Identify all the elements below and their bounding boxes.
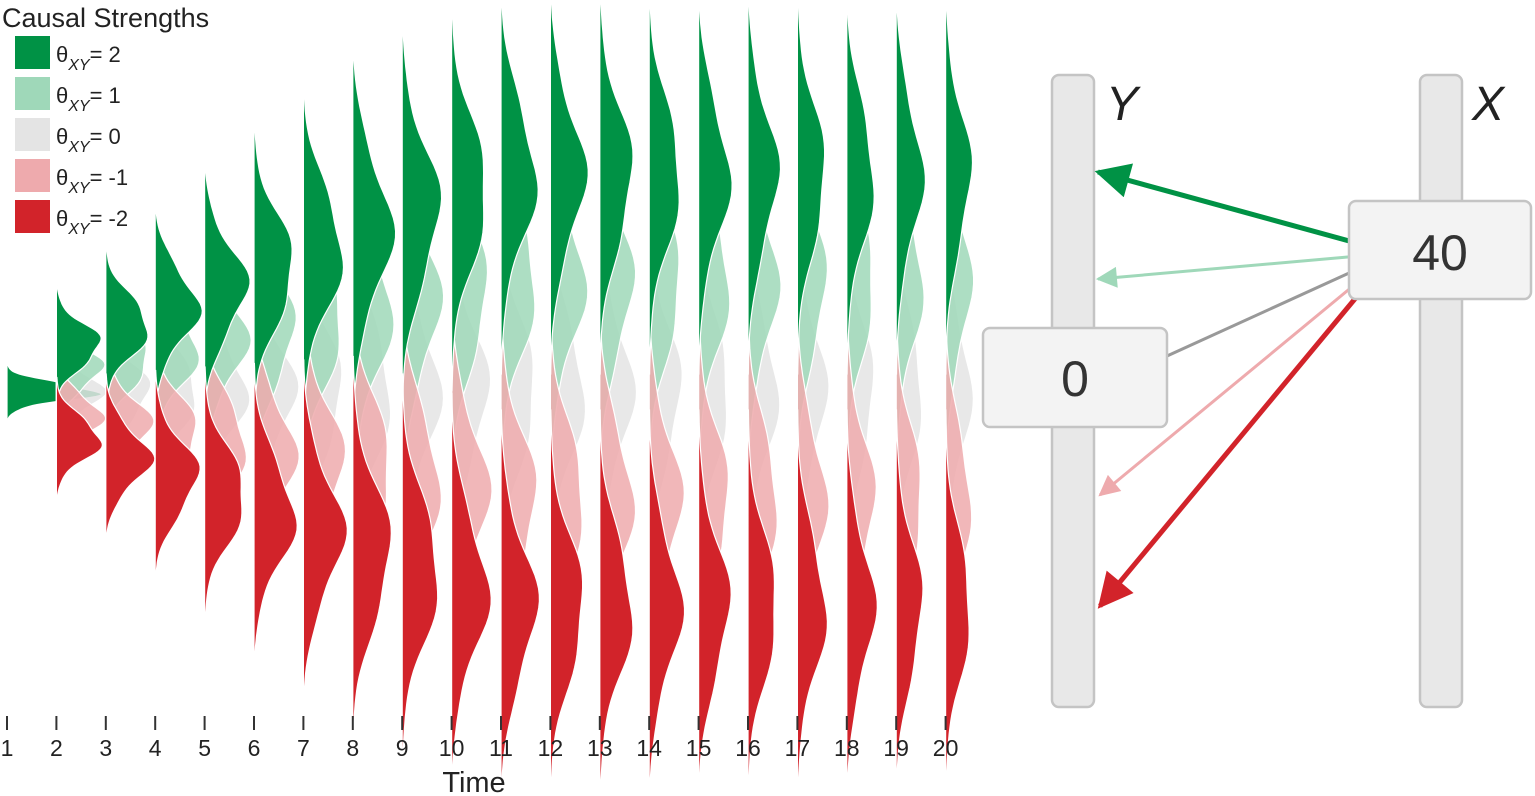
distribution-density bbox=[204, 158, 251, 418]
legend-item: θXY= -1 bbox=[15, 159, 128, 197]
distribution-density bbox=[698, 0, 733, 375]
time-tick-label: 9 bbox=[396, 735, 409, 761]
distribution-plot bbox=[6, 0, 975, 796]
slider-y-value: 0 bbox=[1061, 351, 1089, 407]
time-tick-label: 16 bbox=[735, 735, 761, 761]
distribution-density bbox=[302, 75, 345, 425]
time-tick-label: 4 bbox=[149, 735, 162, 761]
time-tick-label: 15 bbox=[686, 735, 712, 761]
distribution-density bbox=[846, 409, 878, 796]
time-tick-label: 2 bbox=[50, 735, 63, 761]
slider-x-value: 40 bbox=[1412, 225, 1468, 281]
legend-label: θXY= 1 bbox=[56, 83, 121, 115]
time-axis-label: Time bbox=[442, 767, 505, 796]
distribution-density bbox=[945, 0, 974, 375]
distribution-density bbox=[154, 199, 203, 415]
distribution-density bbox=[895, 409, 924, 796]
distribution-density bbox=[401, 373, 439, 771]
slider-x-track[interactable] bbox=[1418, 73, 1464, 709]
slider-y-label: Y bbox=[1106, 78, 1141, 131]
time-tick-label: 5 bbox=[198, 735, 211, 761]
slider-x-handle[interactable]: 40 bbox=[1347, 199, 1533, 301]
legend-label: θXY= 0 bbox=[56, 124, 121, 156]
time-tick-label: 20 bbox=[933, 735, 959, 761]
time-tick-label: 1 bbox=[1, 735, 14, 761]
legend-items: θXY= 2 θXY= 1 θXY= 0 θXY= -1 θXY= -2 bbox=[15, 36, 128, 238]
distribution-density bbox=[549, 409, 584, 796]
time-tick-label: 19 bbox=[883, 735, 909, 761]
distribution-density bbox=[500, 409, 541, 796]
legend-swatch bbox=[15, 77, 50, 110]
distribution-density bbox=[599, 0, 634, 375]
distribution-density bbox=[55, 376, 104, 502]
legend-label: θXY= 2 bbox=[56, 42, 121, 74]
causal-arrow bbox=[1097, 251, 1395, 609]
slider-x-handle-box[interactable] bbox=[1347, 199, 1533, 301]
distribution-density bbox=[401, 13, 443, 411]
time-axis: 1 2 3 4 5 6 7 8 9 10 11 12 13 14 15 16 17 18 19 20 Time bbox=[1, 716, 959, 796]
distribution-density bbox=[302, 359, 348, 709]
time-tick-label: 13 bbox=[587, 735, 613, 761]
legend-item: θXY= -2 bbox=[15, 200, 128, 238]
distribution-density bbox=[253, 116, 293, 422]
distribution-density bbox=[747, 0, 782, 375]
slider-x[interactable]: X bbox=[1418, 73, 1506, 709]
distribution-density bbox=[500, 0, 539, 375]
time-ticks: 1 2 3 4 5 6 7 8 9 10 11 12 13 14 15 16 17 18 19 20 bbox=[1, 716, 959, 761]
distribution-density bbox=[352, 33, 397, 429]
legend-swatch bbox=[15, 159, 50, 192]
time-tick-label: 14 bbox=[636, 735, 662, 761]
time-tick-label: 12 bbox=[538, 735, 564, 761]
legend-label: θXY= -2 bbox=[56, 206, 128, 238]
causal-arrow bbox=[1095, 251, 1394, 288]
distribution-density bbox=[648, 0, 680, 375]
legend-swatch bbox=[15, 200, 50, 233]
time-tick-label: 7 bbox=[297, 735, 310, 761]
time-tick-label: 18 bbox=[834, 735, 860, 761]
distribution-density bbox=[549, 0, 589, 375]
distribution-density bbox=[154, 369, 201, 585]
slider-x-label: X bbox=[1471, 78, 1506, 131]
distribution-density bbox=[55, 282, 102, 408]
legend-swatch bbox=[15, 36, 50, 69]
time-tick-label: 10 bbox=[439, 735, 465, 761]
distribution-density bbox=[599, 409, 634, 796]
time-tick-label: 8 bbox=[346, 735, 359, 761]
distribution-density bbox=[698, 409, 732, 796]
causal-arrow bbox=[1098, 251, 1394, 497]
legend-item: θXY= 1 bbox=[15, 77, 121, 115]
slider-y-handle-box[interactable] bbox=[981, 326, 1169, 429]
time-tick-label: 11 bbox=[489, 735, 513, 761]
causal-arrow bbox=[1094, 163, 1394, 256]
legend-item: θXY= 0 bbox=[15, 118, 121, 156]
legend-title: Causal Strengths bbox=[2, 3, 209, 33]
distribution-density bbox=[796, 0, 826, 375]
distribution-density bbox=[253, 362, 298, 668]
causal-arrows bbox=[1094, 163, 1395, 609]
distribution-density bbox=[648, 409, 686, 796]
distribution-density bbox=[105, 241, 149, 411]
distribution-density bbox=[451, 0, 485, 392]
distribution-density bbox=[204, 366, 243, 626]
legend-label: θXY= -1 bbox=[56, 165, 128, 197]
distribution-density bbox=[352, 355, 392, 751]
legend-item: θXY= 2 bbox=[15, 36, 121, 74]
time-tick-label: 3 bbox=[99, 735, 112, 761]
time-tick-label: 6 bbox=[248, 735, 261, 761]
time-tick-label: 17 bbox=[785, 735, 811, 761]
distribution-density bbox=[796, 409, 829, 796]
distribution-density bbox=[451, 392, 492, 790]
distribution-density bbox=[895, 0, 927, 375]
distribution-density bbox=[747, 409, 775, 796]
slider-y-handle[interactable]: 0 bbox=[981, 326, 1169, 429]
distribution-density bbox=[945, 409, 970, 796]
distribution-density bbox=[846, 0, 875, 375]
legend-swatch bbox=[15, 118, 50, 151]
